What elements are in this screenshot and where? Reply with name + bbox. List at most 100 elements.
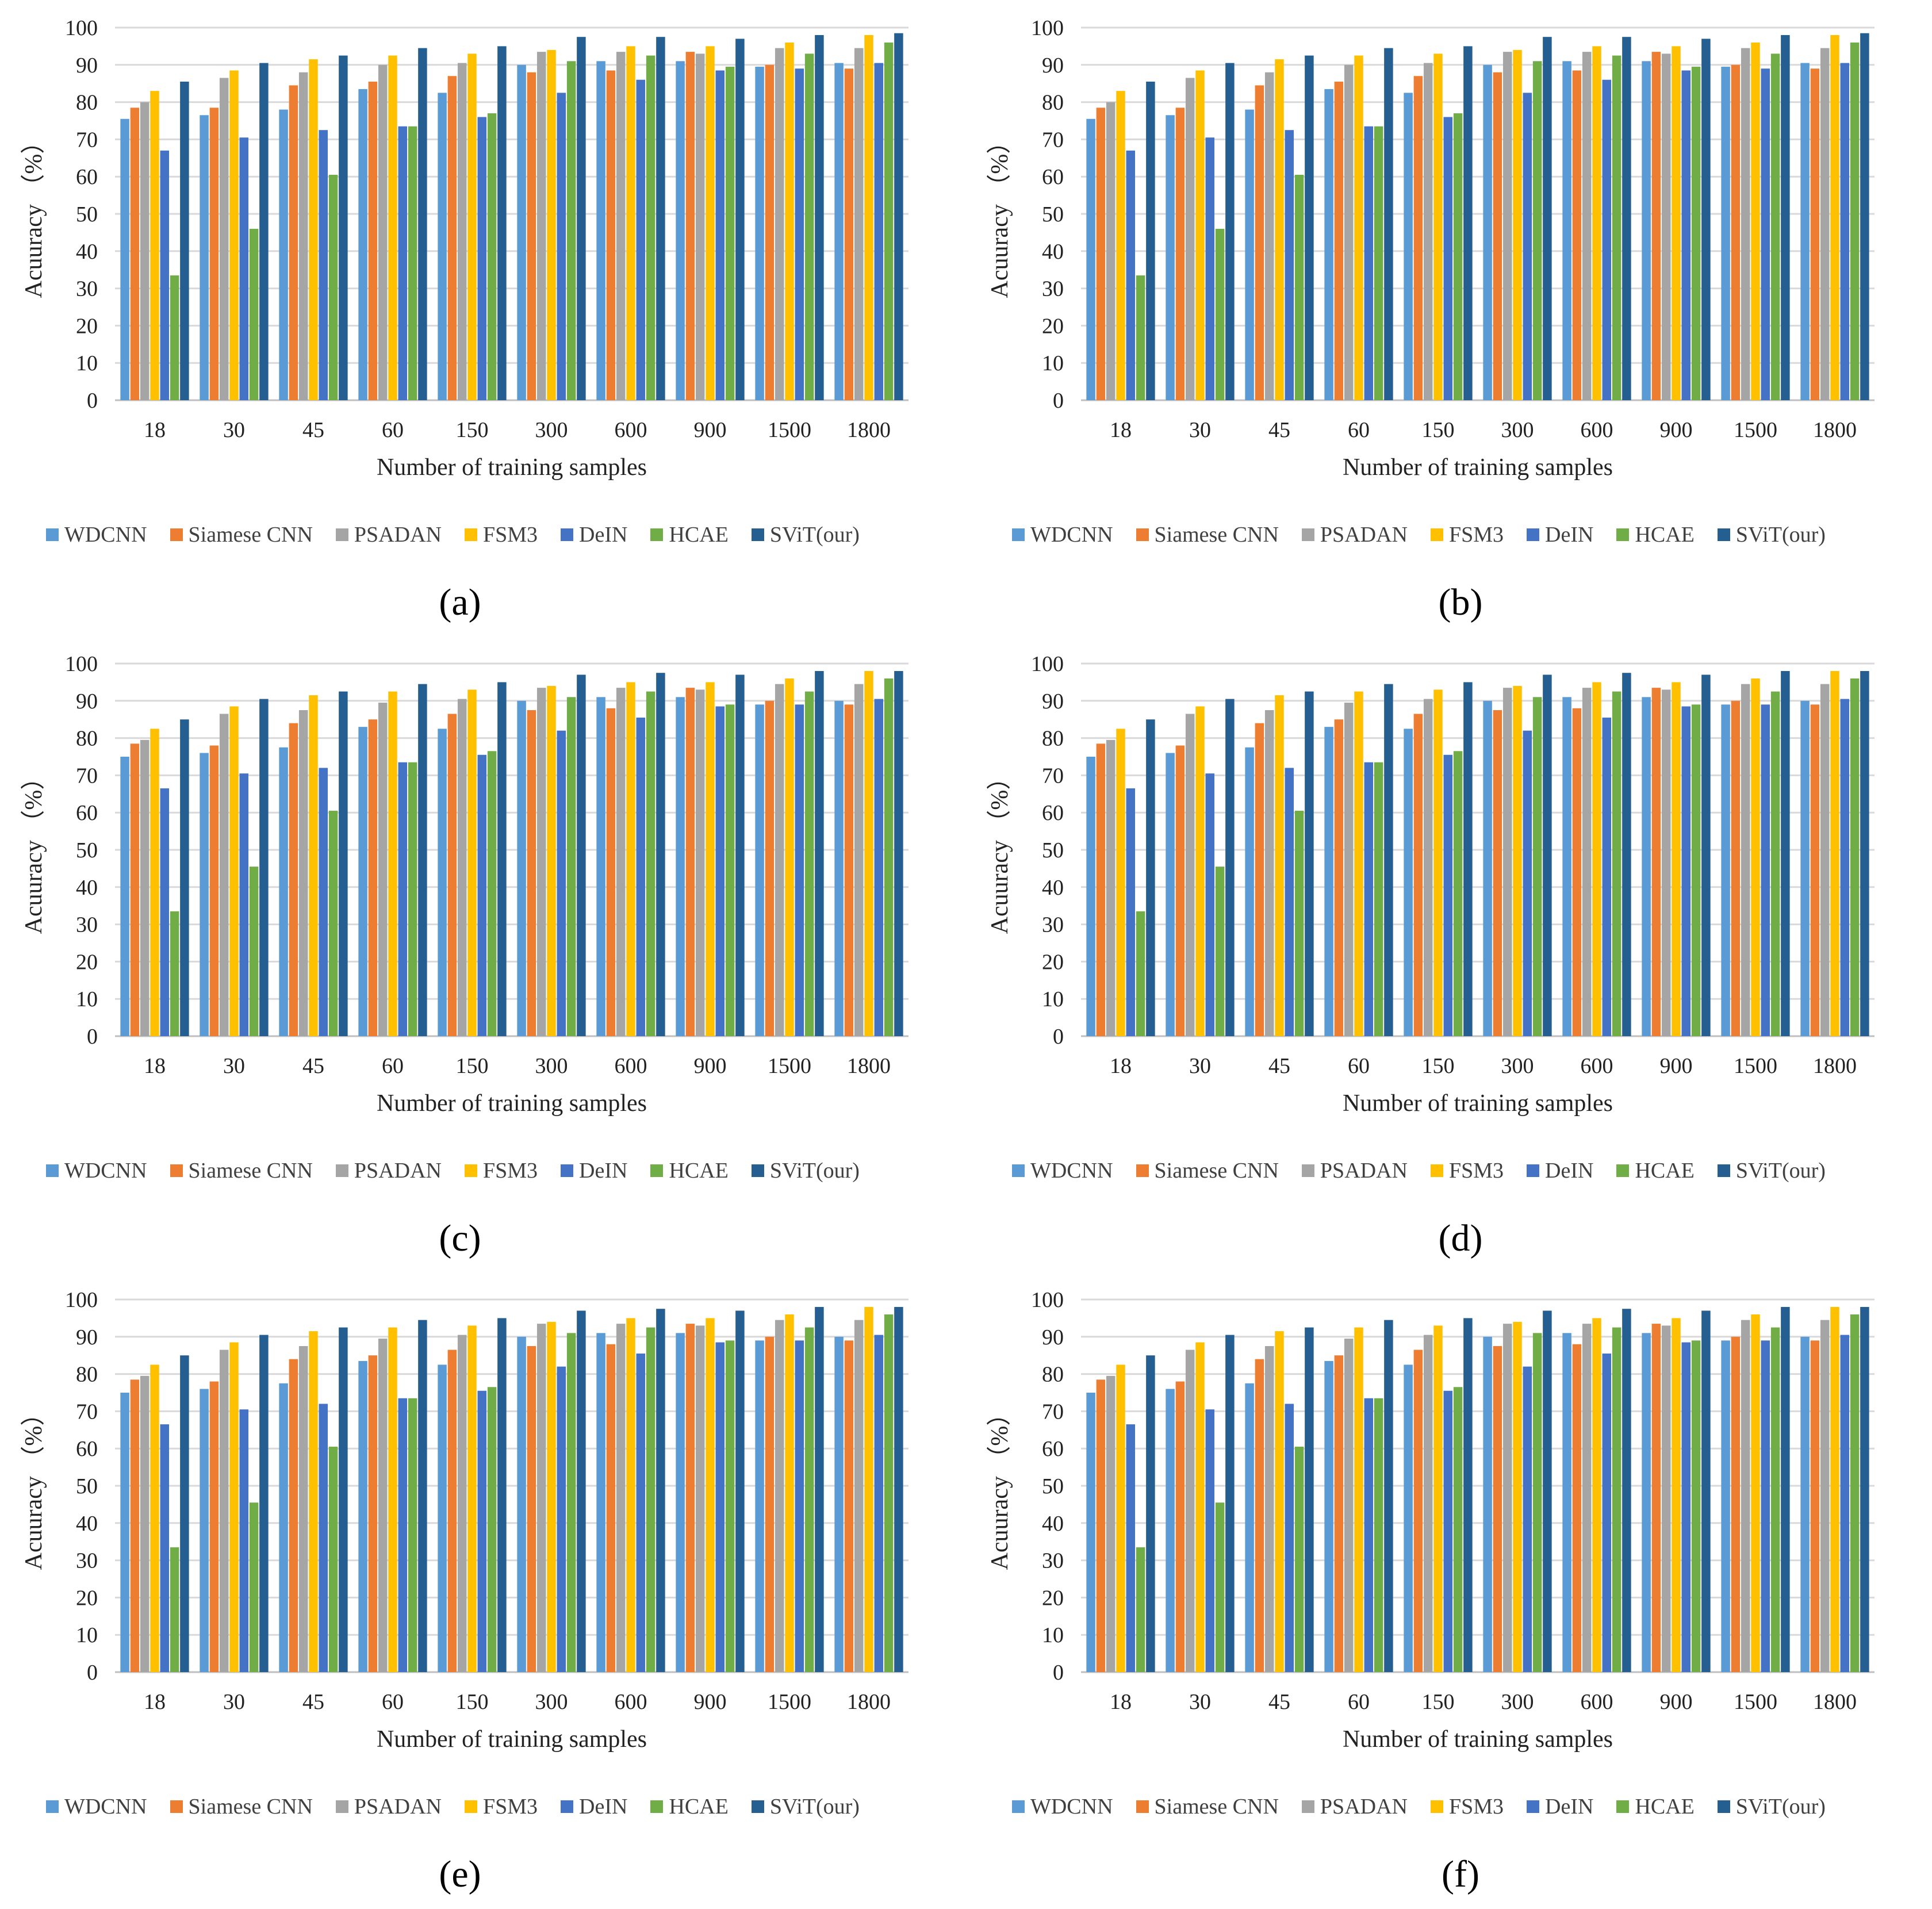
bar-hcae bbox=[1136, 911, 1145, 1036]
bar-psadan bbox=[1423, 1335, 1433, 1672]
y-tick-label: 60 bbox=[1042, 165, 1064, 189]
bar-svit-our- bbox=[894, 33, 903, 401]
x-axis-title: Number of training samples bbox=[377, 454, 647, 481]
x-tick-label: 150 bbox=[456, 418, 489, 442]
bar-hcae bbox=[725, 704, 735, 1036]
y-tick-label: 10 bbox=[1042, 1623, 1064, 1647]
legend-label: SViT(our) bbox=[769, 1159, 860, 1183]
bar-svit-our- bbox=[180, 719, 189, 1036]
legend-label: DeIN bbox=[1545, 523, 1594, 547]
bar-hcae bbox=[884, 42, 894, 401]
bar-dein bbox=[319, 130, 328, 400]
legend-swatch bbox=[1527, 528, 1540, 541]
bar-svit-our- bbox=[1463, 1318, 1473, 1672]
bar-dein bbox=[1840, 699, 1850, 1036]
y-tick-label: 90 bbox=[76, 53, 98, 78]
bar-svit-our- bbox=[1305, 1327, 1314, 1672]
legend-label: HCAE bbox=[1635, 1795, 1695, 1819]
legend-swatch bbox=[1301, 1800, 1314, 1813]
legend-e: WDCNN Siamese CNN PSADAN FSM3 DeIN HCAE SViT(o… bbox=[46, 1789, 931, 1824]
y-tick-label: 50 bbox=[76, 1474, 98, 1498]
y-tick-label: 80 bbox=[76, 727, 98, 751]
bar-wdcnn bbox=[1562, 697, 1571, 1036]
bar-chart-d: 0 10 20 30 40 50 60 70 80 90 100 18 30 45 60 150 300 600 9… bbox=[987, 652, 1874, 1117]
legend-item: FSM3 bbox=[464, 1794, 538, 1819]
bar-wdcnn bbox=[1483, 700, 1492, 1036]
bar-dein bbox=[795, 704, 804, 1036]
bar-fsm3 bbox=[1672, 1318, 1681, 1672]
x-tick-label: 30 bbox=[1189, 1690, 1211, 1714]
y-tick-label: 100 bbox=[65, 652, 98, 676]
bar-wdcnn bbox=[1404, 729, 1413, 1036]
bar-wdcnn bbox=[1166, 1389, 1175, 1672]
y-tick-label: 0 bbox=[1053, 389, 1064, 413]
x-axis-title: Number of training samples bbox=[377, 1726, 647, 1753]
legend-label: PSADAN bbox=[1320, 523, 1408, 547]
panel-label-f: (f) bbox=[1442, 1853, 1479, 1895]
bar-dein bbox=[557, 1366, 566, 1672]
bar-dein bbox=[1364, 762, 1374, 1036]
bar-hcae bbox=[1215, 228, 1225, 400]
x-tick-label: 300 bbox=[1501, 1054, 1534, 1078]
bar-fsm3 bbox=[1116, 91, 1125, 400]
x-tick-label: 600 bbox=[1581, 418, 1613, 442]
y-tick-label: 20 bbox=[76, 1586, 98, 1610]
bar-fsm3 bbox=[150, 91, 159, 400]
y-tick-label: 50 bbox=[76, 202, 98, 227]
bar-hcae bbox=[487, 1387, 497, 1672]
bar-psadan bbox=[1264, 710, 1274, 1036]
bar-siamese-cnn bbox=[1255, 85, 1264, 400]
y-tick-label: 50 bbox=[1042, 1474, 1064, 1498]
bar-siamese-cnn bbox=[1175, 1381, 1185, 1672]
legend-swatch bbox=[751, 1164, 764, 1177]
y-tick-label: 80 bbox=[1042, 727, 1064, 751]
x-tick-label: 18 bbox=[144, 418, 166, 442]
bar-hcae bbox=[1850, 678, 1860, 1036]
bar-fsm3 bbox=[467, 53, 477, 401]
bar-svit-our- bbox=[339, 691, 348, 1036]
bar-wdcnn bbox=[755, 704, 764, 1036]
bar-hcae bbox=[1294, 810, 1304, 1036]
bar-psadan bbox=[616, 688, 626, 1036]
panel-label-b: (b) bbox=[1438, 581, 1483, 623]
bar-svit-our- bbox=[1701, 39, 1711, 400]
legend-swatch bbox=[1430, 1164, 1443, 1177]
bar-hcae bbox=[884, 1314, 894, 1672]
bar-psadan bbox=[775, 684, 784, 1036]
y-tick-label: 90 bbox=[1042, 53, 1064, 78]
x-tick-label: 150 bbox=[1422, 418, 1455, 442]
bar-dein bbox=[1126, 1424, 1136, 1672]
bar-psadan bbox=[1502, 1324, 1512, 1672]
bar-wdcnn bbox=[1800, 63, 1810, 400]
bar-svit-our- bbox=[1543, 1310, 1552, 1672]
legend-label: HCAE bbox=[669, 1159, 729, 1183]
x-tick-label: 18 bbox=[144, 1690, 166, 1714]
bar-wdcnn bbox=[1245, 1383, 1254, 1672]
bar-svit-our- bbox=[1384, 1320, 1393, 1672]
chart-panel-f: 0 10 20 30 40 50 60 70 80 90 100 18 30 45 60 150 300 600 9… bbox=[966, 1272, 1932, 1908]
bar-siamese-cnn bbox=[289, 1359, 298, 1672]
bar-svit-our- bbox=[180, 81, 189, 400]
legend-swatch bbox=[464, 1164, 477, 1177]
bar-svit-our- bbox=[1225, 63, 1235, 400]
bar-siamese-cnn bbox=[606, 1344, 616, 1672]
y-tick-label: 70 bbox=[1042, 128, 1064, 152]
x-tick-label: 300 bbox=[535, 1054, 568, 1078]
bar-fsm3 bbox=[309, 1331, 318, 1672]
legend-label: PSADAN bbox=[354, 523, 442, 547]
bar-fsm3 bbox=[1354, 691, 1363, 1036]
bar-hcae bbox=[1770, 53, 1780, 401]
legend-item: WDCNN bbox=[1012, 1794, 1113, 1819]
legend-item: WDCNN bbox=[46, 1794, 147, 1819]
bar-dein bbox=[319, 1404, 328, 1672]
legend-swatch bbox=[561, 1164, 574, 1177]
bar-fsm3 bbox=[864, 1306, 873, 1672]
y-tick-label: 0 bbox=[87, 1661, 98, 1685]
legend-item: SViT(our) bbox=[751, 1158, 860, 1183]
bar-psadan bbox=[378, 703, 388, 1036]
legend-label: SViT(our) bbox=[1735, 523, 1826, 547]
bar-fsm3 bbox=[1275, 1331, 1284, 1672]
y-tick-label: 20 bbox=[1042, 950, 1064, 974]
bar-hcae bbox=[249, 228, 259, 400]
bar-fsm3 bbox=[785, 1314, 794, 1672]
